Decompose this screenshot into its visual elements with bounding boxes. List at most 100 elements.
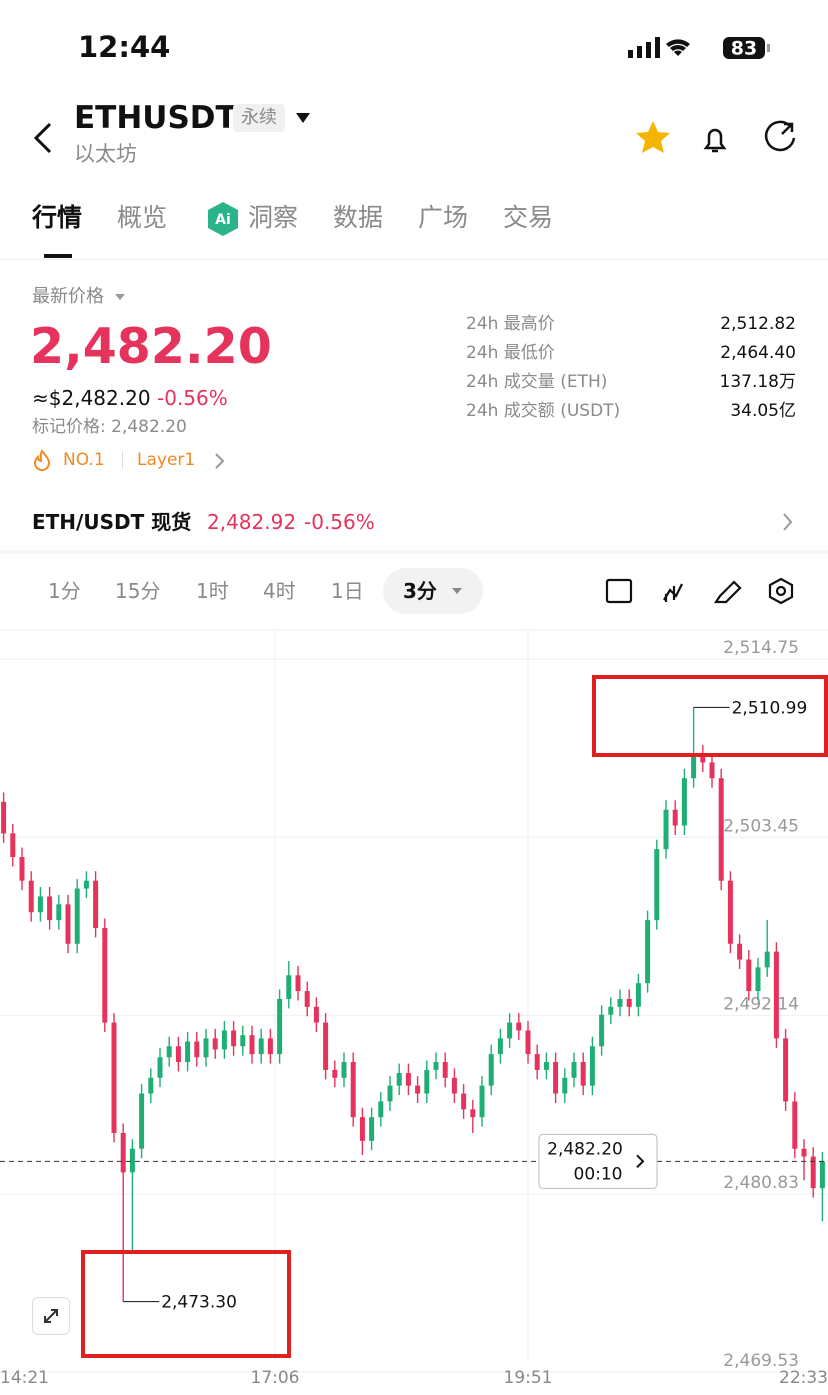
interval[interactable]: 1时	[196, 579, 229, 603]
tab[interactable]: 洞察	[248, 203, 299, 232]
back-button[interactable]	[30, 120, 60, 156]
candle-body	[212, 1038, 218, 1050]
candle-body	[589, 1046, 595, 1086]
candle-body	[608, 1006, 614, 1015]
tool[interactable]	[605, 578, 633, 604]
countdown: 00:10	[574, 1164, 623, 1184]
candle-body	[166, 1046, 172, 1058]
candle-body	[470, 1109, 476, 1118]
symbol[interactable]: ETHUSDT	[74, 100, 237, 136]
interval[interactable]: 1日	[331, 579, 364, 603]
candle-body	[313, 1006, 319, 1023]
status-icons: 83	[628, 37, 770, 60]
battery: 83	[731, 38, 757, 60]
last-price-label: 2,482.20	[547, 1139, 623, 1159]
candle-body	[295, 975, 301, 992]
expand-button[interactable]	[32, 1297, 70, 1335]
tool[interactable]	[768, 577, 794, 605]
stat-label: 24h 最高价	[466, 314, 555, 334]
candle-body	[819, 1161, 825, 1189]
candle-body	[737, 943, 743, 960]
candle-body	[654, 849, 660, 921]
candle-body	[139, 1093, 145, 1149]
rank[interactable]: NO.1	[63, 450, 105, 470]
candle-body	[194, 1041, 200, 1058]
usd-price: ≈$2,482.20	[32, 386, 151, 410]
interval[interactable]: 15分	[115, 579, 161, 603]
candle-body	[562, 1077, 568, 1094]
candle-body	[755, 967, 761, 992]
highlight-box	[81, 1250, 291, 1358]
last-price-box	[538, 1133, 658, 1189]
candle-body	[534, 1054, 540, 1070]
y-tick-label: 2,503.45	[723, 816, 799, 836]
bell[interactable]	[703, 128, 727, 153]
interval-pill[interactable]	[383, 568, 483, 614]
caret	[115, 294, 125, 300]
chevron[interactable]	[214, 452, 226, 470]
candle-body	[350, 1062, 356, 1118]
clock: 12:44	[78, 30, 171, 64]
star[interactable]	[636, 121, 670, 153]
candle-body	[626, 998, 632, 1007]
y-tick-label: 2,480.83	[723, 1173, 799, 1193]
chevron[interactable]	[782, 512, 794, 532]
candle-body	[231, 1030, 237, 1047]
candle-body	[516, 1022, 522, 1031]
candle-body	[286, 975, 292, 999]
highlight-box	[592, 675, 828, 757]
annotation-label: 2,473.30	[161, 1293, 237, 1313]
divider	[0, 259, 828, 260]
candle-body	[221, 1030, 227, 1050]
candle-body	[433, 1062, 439, 1070]
tab[interactable]: 行情	[32, 203, 83, 232]
tool[interactable]	[663, 583, 683, 602]
tag[interactable]: Layer1	[137, 450, 196, 470]
candle-body	[56, 904, 62, 921]
candle-body	[553, 1062, 559, 1094]
candle-body	[764, 951, 770, 968]
interval[interactable]: 4时	[263, 579, 296, 603]
spot-price: 2,482.92	[207, 510, 297, 534]
candle-body	[442, 1062, 448, 1078]
candle-body	[37, 896, 43, 913]
dropdown[interactable]	[295, 112, 311, 124]
separator	[122, 451, 123, 469]
candle-body	[709, 762, 715, 779]
candle-body	[148, 1077, 154, 1094]
interval[interactable]: 3分	[403, 579, 437, 603]
candle-body	[773, 951, 779, 1039]
tab[interactable]: 数据	[333, 203, 384, 232]
candle-body	[1, 801, 7, 834]
tool[interactable]	[713, 580, 742, 604]
candle-body	[525, 1030, 531, 1055]
tab[interactable]: 广场	[418, 203, 469, 232]
share[interactable]	[764, 120, 796, 152]
stat-value: 34.05亿	[730, 401, 796, 421]
candle-body	[93, 880, 99, 928]
price-label[interactable]: 最新价格	[32, 286, 104, 307]
candle-body	[810, 1156, 816, 1189]
candle-body	[83, 880, 89, 889]
subtitle: 以太坊	[74, 142, 137, 166]
candle-body	[663, 809, 669, 850]
candle-body	[267, 1038, 273, 1055]
y-tick-label: 2,469.53	[723, 1351, 799, 1371]
last-price: 2,482.20	[30, 318, 272, 375]
candle-body	[700, 754, 706, 763]
candle-body	[617, 998, 623, 1007]
candle-body	[332, 1069, 338, 1078]
tab[interactable]: 交易	[503, 203, 554, 232]
candle-body	[461, 1093, 467, 1110]
candle-body	[645, 920, 651, 984]
candle-body	[323, 1022, 329, 1070]
candle-body	[801, 1148, 807, 1157]
candle-body	[102, 927, 108, 1023]
candle-body	[488, 1054, 494, 1086]
interval[interactable]: 1分	[48, 579, 81, 603]
spot-label[interactable]: ETH/USDT 现货	[32, 510, 192, 534]
candle-body	[240, 1035, 246, 1047]
tab[interactable]: 概览	[117, 203, 168, 232]
